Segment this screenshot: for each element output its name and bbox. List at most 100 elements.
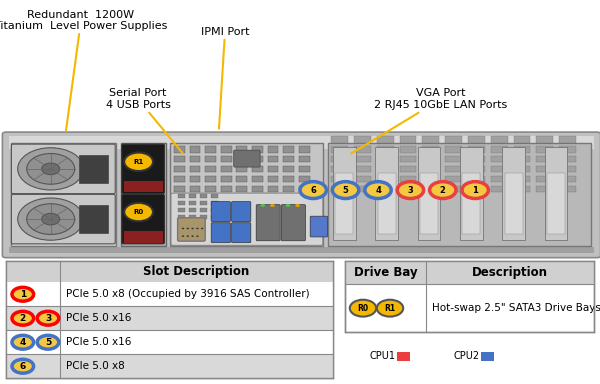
Bar xyxy=(354,146,371,152)
Bar xyxy=(491,156,508,162)
Bar xyxy=(221,175,232,182)
Circle shape xyxy=(365,182,391,199)
Bar xyxy=(174,185,185,192)
Bar xyxy=(200,201,207,205)
Bar xyxy=(331,156,348,162)
Bar xyxy=(190,175,200,182)
Bar xyxy=(422,176,439,182)
FancyBboxPatch shape xyxy=(232,202,251,222)
Bar xyxy=(468,176,485,182)
Bar xyxy=(397,352,410,361)
Bar xyxy=(221,166,232,172)
FancyBboxPatch shape xyxy=(376,147,398,240)
Bar xyxy=(445,156,462,162)
Bar xyxy=(400,156,416,162)
Bar xyxy=(211,208,218,212)
Bar xyxy=(514,146,530,152)
Bar xyxy=(468,166,485,172)
FancyBboxPatch shape xyxy=(121,143,166,246)
Bar xyxy=(174,175,185,182)
Circle shape xyxy=(12,359,34,373)
Bar xyxy=(252,175,263,182)
Bar xyxy=(268,146,278,152)
Circle shape xyxy=(300,182,326,199)
Bar xyxy=(400,136,416,142)
FancyBboxPatch shape xyxy=(232,223,251,243)
Bar xyxy=(331,186,348,192)
Bar xyxy=(400,166,416,172)
Circle shape xyxy=(124,152,153,171)
Bar xyxy=(559,156,576,162)
Bar xyxy=(268,185,278,192)
Bar xyxy=(252,185,263,192)
Bar xyxy=(268,166,278,172)
Bar xyxy=(205,175,216,182)
Circle shape xyxy=(41,163,60,175)
Bar xyxy=(400,186,416,192)
Text: –: – xyxy=(373,302,380,314)
Bar xyxy=(422,146,439,152)
Bar xyxy=(445,166,462,172)
Bar xyxy=(354,176,371,182)
FancyBboxPatch shape xyxy=(310,216,328,237)
Bar xyxy=(299,175,310,182)
FancyBboxPatch shape xyxy=(335,173,353,234)
Circle shape xyxy=(124,203,153,221)
FancyBboxPatch shape xyxy=(460,147,483,240)
Bar xyxy=(221,156,232,162)
FancyBboxPatch shape xyxy=(256,205,280,241)
Text: 2: 2 xyxy=(20,314,26,323)
Bar xyxy=(190,156,200,162)
Bar xyxy=(283,156,294,162)
Circle shape xyxy=(270,204,275,207)
FancyBboxPatch shape xyxy=(178,218,205,241)
Circle shape xyxy=(260,204,265,207)
Circle shape xyxy=(295,204,300,207)
Bar xyxy=(205,185,216,192)
Bar xyxy=(174,166,185,172)
Text: IPMI Port: IPMI Port xyxy=(201,27,249,129)
Bar xyxy=(354,156,371,162)
Bar xyxy=(514,176,530,182)
Bar xyxy=(481,352,494,361)
Bar xyxy=(211,194,218,199)
Text: Hot-swap 2.5" SATA3 Drive Bays: Hot-swap 2.5" SATA3 Drive Bays xyxy=(432,303,600,313)
Bar xyxy=(6,261,333,282)
Bar xyxy=(236,156,247,162)
FancyBboxPatch shape xyxy=(545,147,568,240)
Bar xyxy=(174,146,185,152)
Text: PCIe 5.0 x16: PCIe 5.0 x16 xyxy=(66,337,131,347)
Text: 4: 4 xyxy=(20,338,26,347)
Bar xyxy=(221,146,232,152)
Circle shape xyxy=(12,287,34,301)
Bar xyxy=(377,186,394,192)
FancyBboxPatch shape xyxy=(234,150,260,167)
FancyBboxPatch shape xyxy=(171,193,323,245)
Bar xyxy=(345,261,594,284)
Bar xyxy=(189,194,196,199)
Bar xyxy=(377,156,394,162)
Bar xyxy=(190,166,200,172)
Bar xyxy=(178,215,185,219)
FancyBboxPatch shape xyxy=(9,247,594,253)
Circle shape xyxy=(286,204,290,207)
Text: 5: 5 xyxy=(343,185,349,195)
Bar xyxy=(268,175,278,182)
Bar xyxy=(354,166,371,172)
FancyBboxPatch shape xyxy=(6,261,333,378)
Bar xyxy=(536,176,553,182)
Circle shape xyxy=(350,300,376,316)
FancyBboxPatch shape xyxy=(170,143,323,246)
Circle shape xyxy=(17,148,83,190)
Bar xyxy=(283,166,294,172)
Text: 5: 5 xyxy=(45,338,51,347)
Bar xyxy=(283,185,294,192)
Bar xyxy=(252,146,263,152)
Text: 6: 6 xyxy=(310,185,316,195)
Text: Redundant  1200W
Titanium  Level Power Supplies: Redundant 1200W Titanium Level Power Sup… xyxy=(0,10,167,131)
Bar xyxy=(299,146,310,152)
Bar xyxy=(205,166,216,172)
FancyBboxPatch shape xyxy=(418,147,440,240)
FancyBboxPatch shape xyxy=(502,147,525,240)
Bar xyxy=(211,215,218,219)
